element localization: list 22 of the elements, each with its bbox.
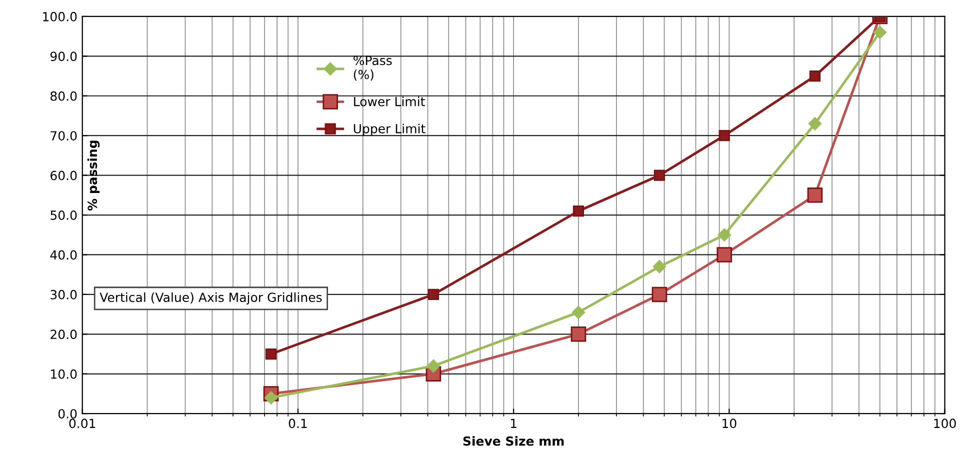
y-tick-label: 30.0 <box>50 290 77 300</box>
y-tick-label: 20.0 <box>50 330 77 340</box>
y-tick-label: 60.0 <box>50 170 77 180</box>
x-tick-label: 10 <box>722 418 736 428</box>
x-tick-label: 100 <box>934 418 956 428</box>
y-tick-label: 100.0 <box>43 12 77 22</box>
y-tick-label: 40.0 <box>50 250 77 260</box>
y-tick-label: 0.0 <box>58 409 77 419</box>
y-tick-label: 10.0 <box>51 369 77 379</box>
x-axis-title: Sieve Size mm <box>463 436 564 446</box>
y-axis-title: % passing <box>87 140 100 211</box>
x-tick-label: 0.1 <box>288 418 307 428</box>
y-tick-label: 50.0 <box>50 210 77 220</box>
x-tick-label: 0.01 <box>69 418 96 428</box>
legend-label: %Pass (%) <box>354 56 392 81</box>
legend-label: Lower Limit <box>354 96 425 106</box>
x-tick-label: 1 <box>510 418 516 428</box>
y-tick-label: 70.0 <box>50 131 77 141</box>
y-tick-label: 80.0 <box>50 91 77 101</box>
legend-label: Upper Limit <box>354 124 426 136</box>
annotation: Vertical (Value) Axis Major Gridlines <box>100 292 322 304</box>
y-tick-label: 90.0 <box>50 52 77 62</box>
